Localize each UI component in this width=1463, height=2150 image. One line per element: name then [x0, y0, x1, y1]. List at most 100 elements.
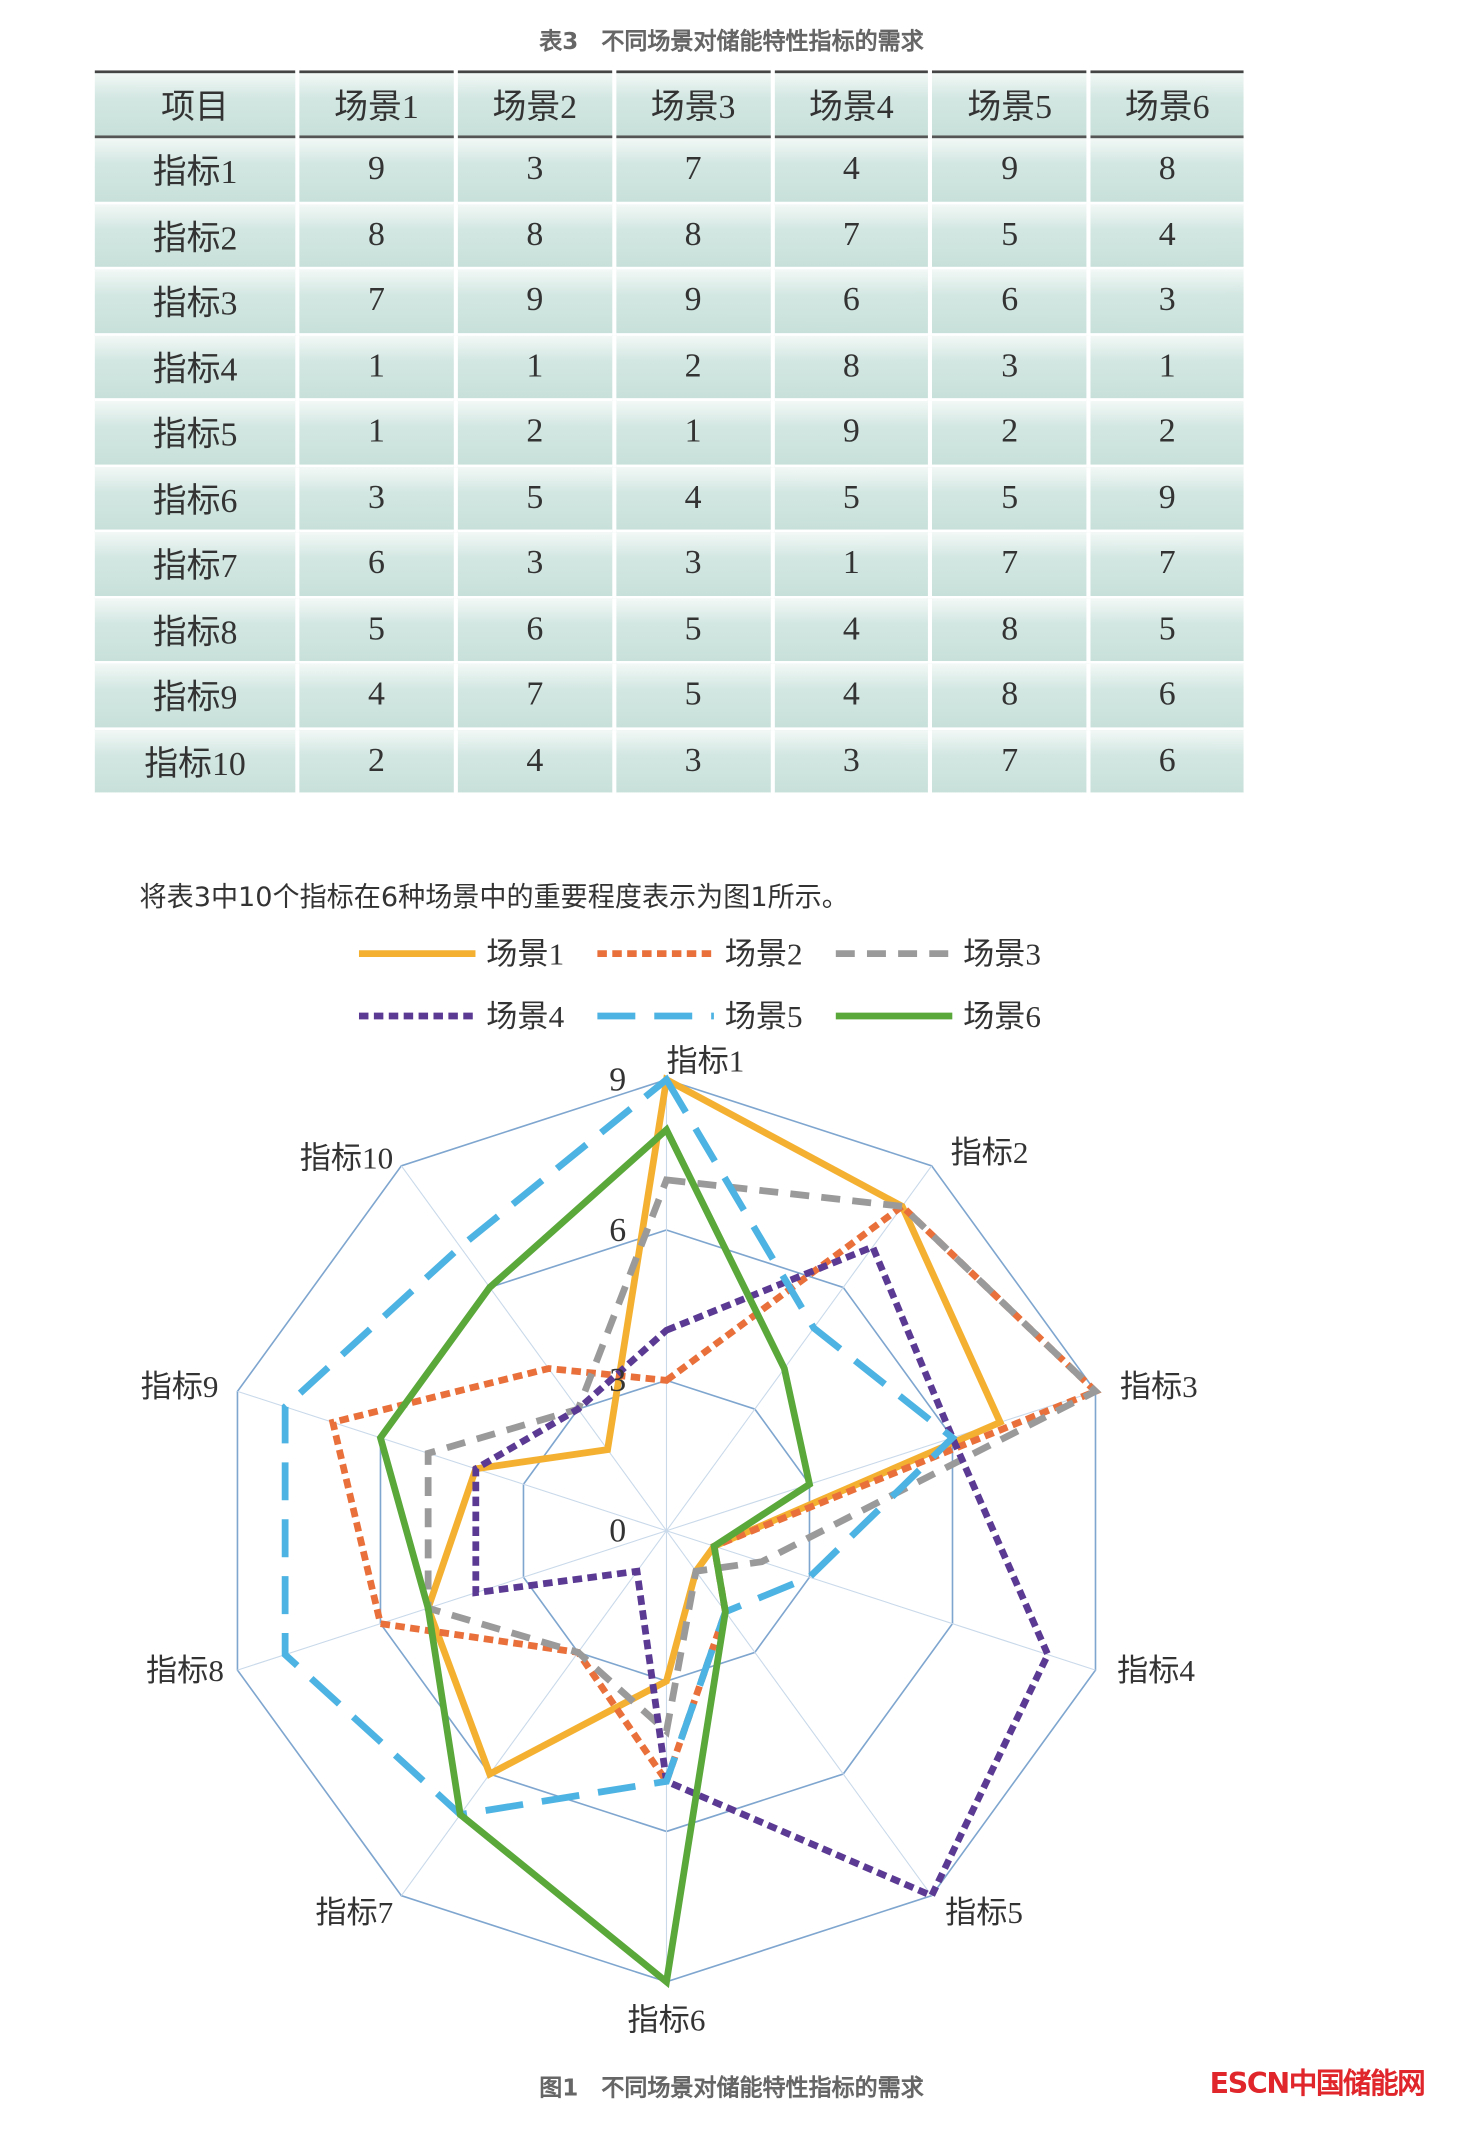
table-cell: 6 — [1086, 662, 1244, 730]
category-label: 指标10 — [300, 1141, 393, 1176]
category-label: 指标4 — [1117, 1653, 1195, 1688]
legend-label: 场景3 — [963, 936, 1041, 971]
row-label: 指标8 — [94, 596, 298, 664]
grid-spoke — [666, 1530, 1096, 1671]
table-cell: 7 — [611, 136, 773, 204]
figure-caption: 图1 不同场景对储能特性指标的需求 — [539, 2075, 924, 2103]
table-cell: 9 — [295, 136, 456, 204]
radial-tick-label: 3 — [609, 1362, 626, 1399]
table-cell: 4 — [1086, 202, 1244, 270]
table-cell: 6 — [295, 531, 456, 599]
category-label: 指标1 — [666, 1044, 744, 1079]
table-cell: 6 — [928, 268, 1089, 336]
row-label: 指标6 — [94, 465, 298, 533]
table-cell: 6 — [1086, 728, 1244, 796]
table-cell: 9 — [770, 399, 931, 467]
table-row: 指标8 5 6 5 4 8 5 — [94, 596, 1244, 664]
table-cell: 5 — [928, 465, 1089, 533]
table-cell: 9 — [611, 268, 773, 336]
legend-label: 场景6 — [963, 999, 1041, 1034]
table-cell: 1 — [295, 399, 456, 467]
column-header: 项目 — [94, 71, 298, 139]
data-table: 项目 场景1 场景2 场景3 场景4 场景5 场景6 指标1 9 3 7 4 9 8 指标2 8 8 8 7 5 4 指… — [94, 70, 1244, 796]
table-cell: 5 — [611, 596, 773, 664]
table-cell: 3 — [295, 465, 456, 533]
description-text: 将表3中10个指标在6种场景中的重要程度表示为图1所示。 — [139, 880, 849, 914]
table-cell: 5 — [453, 465, 614, 533]
table-row: 指标6 3 5 4 5 5 9 — [94, 465, 1244, 533]
table-cell: 8 — [928, 596, 1089, 664]
grid-spoke — [400, 1165, 667, 1532]
category-label: 指标5 — [945, 1895, 1023, 1930]
table-row: 指标5 1 2 1 9 2 2 — [94, 399, 1244, 467]
grid-spoke — [237, 1530, 667, 1671]
table-caption: 表3 不同场景对储能特性指标的需求 — [539, 28, 924, 56]
column-header: 场景3 — [611, 71, 773, 139]
row-label: 指标1 — [94, 136, 298, 204]
table-cell: 3 — [770, 728, 931, 796]
table-cell: 7 — [1086, 531, 1244, 599]
table-cell: 9 — [928, 136, 1089, 204]
category-label: 指标2 — [951, 1135, 1029, 1170]
category-label: 指标8 — [146, 1653, 224, 1688]
grid-spoke — [666, 1390, 1096, 1532]
table-cell: 2 — [295, 728, 456, 796]
table-cell: 7 — [295, 268, 456, 336]
row-label: 指标5 — [94, 399, 298, 467]
column-header: 场景6 — [1086, 71, 1244, 139]
table-cell: 7 — [770, 202, 931, 270]
table-row: 指标2 8 8 8 7 5 4 — [94, 202, 1244, 270]
table-cell: 4 — [770, 596, 931, 664]
table-cell: 3 — [928, 333, 1089, 401]
column-header: 场景4 — [770, 71, 931, 139]
table-cell: 6 — [453, 596, 614, 664]
table-cell: 9 — [1086, 465, 1244, 533]
table-cell: 4 — [295, 662, 456, 730]
table-cell: 3 — [453, 136, 614, 204]
table-cell: 1 — [453, 333, 614, 401]
table-row: 指标1 9 3 7 4 9 8 — [94, 136, 1244, 204]
table-cell: 5 — [295, 596, 456, 664]
radial-tick-label: 0 — [609, 1513, 626, 1550]
table-cell: 3 — [611, 728, 773, 796]
table-cell: 7 — [453, 662, 614, 730]
table-cell: 9 — [453, 268, 614, 336]
series-line-5 — [281, 1074, 958, 1819]
table-cell: 4 — [770, 662, 931, 730]
legend-label: 场景4 — [486, 999, 564, 1034]
radial-tick-label: 6 — [609, 1212, 626, 1249]
row-label: 指标10 — [94, 728, 298, 796]
grid-spoke — [400, 1530, 667, 1896]
table-cell: 5 — [928, 202, 1089, 270]
table-cell: 7 — [928, 531, 1089, 599]
table-cell: 8 — [1086, 136, 1244, 204]
table-cell: 4 — [453, 728, 614, 796]
legend-label: 场景5 — [725, 999, 803, 1034]
table-row: 指标3 7 9 9 6 6 3 — [94, 268, 1244, 336]
table-cell: 3 — [611, 531, 773, 599]
table-cell: 2 — [1086, 399, 1244, 467]
row-label: 指标3 — [94, 268, 298, 336]
grid-spoke — [666, 1530, 933, 1896]
table-cell: 4 — [770, 136, 931, 204]
table-cell: 1 — [611, 399, 773, 467]
table-cell: 1 — [770, 531, 931, 599]
table-row: 指标7 6 3 3 1 7 7 — [94, 531, 1244, 599]
row-label: 指标9 — [94, 662, 298, 730]
radial-tick-label: 9 — [609, 1061, 626, 1098]
column-header: 场景1 — [295, 71, 456, 139]
table-cell: 3 — [453, 531, 614, 599]
table-cell: 8 — [770, 333, 931, 401]
table-cell: 5 — [611, 662, 773, 730]
table-cell: 7 — [928, 728, 1089, 796]
table-cell: 4 — [611, 465, 773, 533]
category-label: 指标6 — [628, 2003, 706, 2038]
table-cell: 5 — [770, 465, 931, 533]
series-line-3 — [424, 1176, 1102, 1738]
table-cell: 8 — [611, 202, 773, 270]
category-label: 指标3 — [1120, 1369, 1198, 1404]
table-cell: 1 — [295, 333, 456, 401]
table-cell: 6 — [770, 268, 931, 336]
